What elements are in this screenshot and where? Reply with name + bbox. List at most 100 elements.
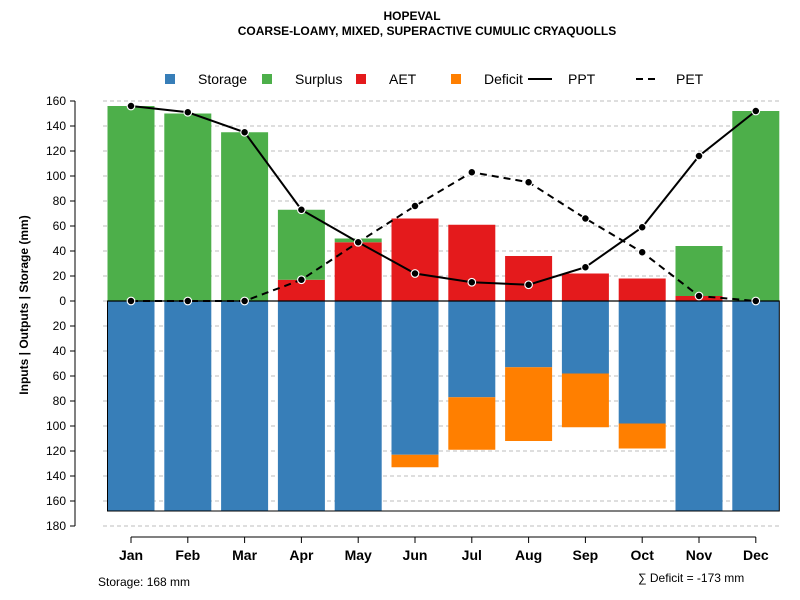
point-ppt-dec — [751, 106, 761, 116]
bar-aet-oct — [618, 278, 666, 301]
bar-storage-sep — [561, 301, 609, 374]
bar-surplus-jan — [107, 106, 155, 301]
chart-title: HOPEVAL — [383, 9, 440, 23]
bar-storage-nov — [675, 301, 723, 511]
point-pet-dec — [751, 296, 761, 306]
point-ppt-jul — [467, 277, 477, 287]
bar-storage-jan — [107, 301, 155, 511]
bar-deficit-jun — [391, 454, 439, 468]
y-tick-label: 40 — [53, 244, 67, 258]
y-tick-label: 0 — [59, 294, 66, 308]
bar-aet-may — [334, 242, 382, 301]
bar-deficit-oct — [618, 423, 666, 449]
point-ppt-nov — [694, 151, 704, 161]
x-tick-label-nov: Nov — [686, 547, 713, 563]
point-pet-jul — [467, 167, 477, 177]
bar-surplus-feb — [164, 113, 212, 301]
x-tick-label-jul: Jul — [462, 547, 482, 563]
bar-surplus-apr — [277, 209, 325, 280]
point-pet-apr — [297, 275, 306, 285]
point-ppt-feb — [183, 107, 193, 117]
point-ppt-sep — [581, 262, 590, 272]
y-tick-label: 80 — [53, 194, 67, 208]
x-tick-label-apr: Apr — [289, 547, 314, 563]
point-ppt-apr — [297, 205, 306, 215]
y-tick-label: 20 — [53, 319, 67, 333]
bar-storage-aug — [505, 301, 553, 368]
bar-surplus-dec — [732, 111, 780, 301]
bar-deficit-jul — [448, 397, 496, 450]
x-tick-label-sep: Sep — [573, 547, 599, 563]
point-pet-aug — [524, 177, 533, 187]
x-tick-label-jun: Jun — [403, 547, 428, 563]
point-pet-feb — [183, 296, 193, 306]
legend-label-surplus: Surplus — [295, 71, 342, 87]
x-tick-label-may: May — [345, 547, 372, 563]
legend: Storage Surplus AET Deficit PPT PET — [165, 71, 704, 87]
point-pet-sep — [581, 214, 590, 223]
y-tick-label: 100 — [46, 169, 66, 183]
bar-storage-jul — [448, 301, 496, 398]
point-pet-mar — [240, 296, 249, 306]
y-tick-label: 140 — [46, 469, 66, 483]
y-tick-label: 40 — [53, 344, 67, 358]
x-tick-label-mar: Mar — [232, 547, 257, 563]
bar-storage-apr — [277, 301, 325, 511]
legend-swatch-storage — [165, 74, 175, 84]
bar-storage-feb — [164, 301, 212, 511]
chart-subtitle: COARSE-LOAMY, MIXED, SUPERACTIVE CUMULIC… — [238, 24, 616, 38]
point-ppt-may — [353, 237, 363, 247]
point-ppt-jan — [126, 101, 136, 111]
x-tick-label-feb: Feb — [175, 547, 200, 563]
bar-storage-may — [334, 301, 382, 511]
x-tick-label-aug: Aug — [515, 547, 542, 563]
point-ppt-jun — [410, 269, 420, 278]
lines-group — [126, 101, 761, 306]
bar-storage-oct — [618, 301, 666, 424]
y-tick-label: 80 — [53, 394, 67, 408]
bar-deficit-aug — [505, 367, 553, 441]
y-tick-label: 120 — [46, 444, 66, 458]
bars-group — [107, 106, 780, 512]
y-tick-label: 160 — [46, 94, 66, 108]
point-pet-oct — [637, 247, 647, 257]
y-tick-label: 60 — [53, 369, 67, 383]
legend-label-aet: AET — [389, 71, 417, 87]
point-ppt-aug — [524, 280, 533, 290]
point-pet-jun — [410, 201, 420, 211]
point-ppt-mar — [240, 127, 249, 137]
y-tick-label: 60 — [53, 219, 67, 233]
line-pet — [131, 171, 756, 302]
point-pet-jan — [126, 296, 136, 306]
bar-deficit-sep — [561, 373, 609, 428]
axes: 160 140 120 100 80 60 40 20 0 20 40 60 80 100 120 140 16… — [46, 94, 769, 563]
bar-storage-dec — [732, 301, 780, 511]
x-tick-label-oct: Oct — [631, 547, 655, 563]
y-tick-label: 120 — [46, 144, 66, 158]
point-ppt-oct — [637, 222, 647, 232]
bar-storage-mar — [221, 301, 269, 511]
y-axis-label: Inputs | Outputs | Storage (mm) — [17, 215, 31, 394]
x-tick-label-dec: Dec — [743, 547, 769, 563]
y-tick-label: 160 — [46, 494, 66, 508]
legend-label-storage: Storage — [198, 71, 247, 87]
storage-footnote: Storage: 168 mm — [98, 575, 190, 589]
bar-aet-jul — [448, 224, 496, 301]
bar-surplus-mar — [221, 132, 269, 301]
y-tick-label: 100 — [46, 419, 66, 433]
y-tick-label: 140 — [46, 119, 66, 133]
bar-aet-jun — [391, 218, 439, 301]
y-tick-label: 180 — [46, 519, 66, 533]
bar-storage-jun — [391, 301, 439, 455]
legend-label-deficit: Deficit — [484, 71, 523, 87]
deficit-footnote: ∑ Deficit = -173 mm — [638, 571, 744, 585]
legend-label-ppt: PPT — [568, 71, 596, 87]
bar-surplus-nov — [675, 246, 723, 296]
legend-swatch-surplus — [262, 74, 272, 84]
x-tick-label-jan: Jan — [119, 547, 143, 563]
bar-aet-sep — [561, 273, 609, 301]
bar-aet-aug — [505, 256, 553, 301]
line-ppt — [130, 105, 757, 286]
legend-swatch-aet — [356, 74, 366, 84]
